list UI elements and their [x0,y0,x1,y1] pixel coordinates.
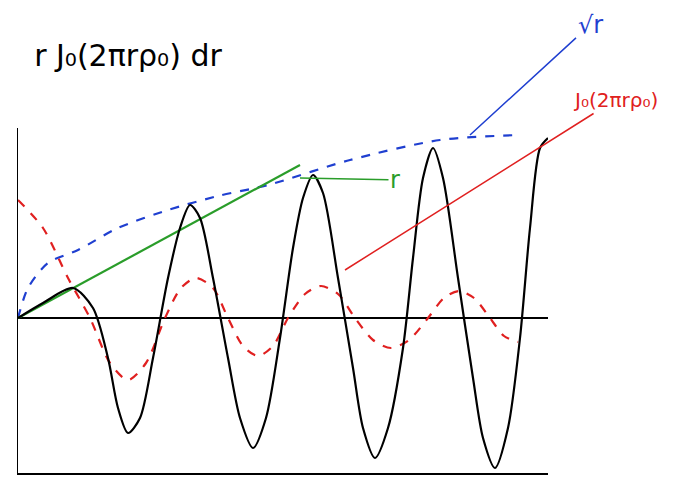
svg-text:r: r [390,166,400,194]
svg-text:r J₀(2πrρ₀) dr: r J₀(2πrρ₀) dr [34,38,222,73]
svg-text:√r: √r [578,11,603,39]
svg-text:J₀(2πrρ₀): J₀(2πrρ₀) [573,88,658,112]
